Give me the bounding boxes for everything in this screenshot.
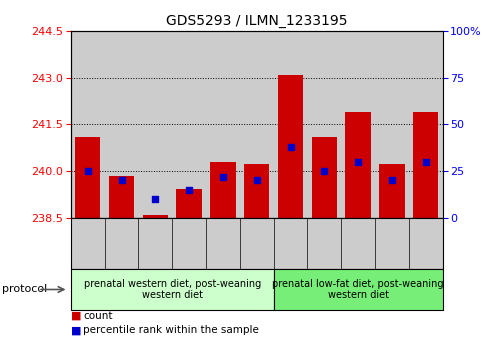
- Bar: [75, 138, 100, 218]
- Text: prenatal western diet, post-weaning
western diet: prenatal western diet, post-weaning west…: [83, 279, 261, 300]
- Bar: [239, 31, 273, 218]
- Bar: [273, 31, 307, 218]
- Bar: [205, 31, 239, 218]
- Bar: [277, 75, 303, 218]
- Text: percentile rank within the sample: percentile rank within the sample: [83, 325, 259, 335]
- Bar: [341, 31, 374, 218]
- Bar: [104, 31, 138, 218]
- Point: [387, 178, 395, 183]
- Point: [118, 178, 125, 183]
- Point: [219, 174, 226, 180]
- Bar: [142, 215, 168, 218]
- Text: ■: ■: [71, 325, 81, 335]
- Bar: [71, 31, 104, 218]
- Title: GDS5293 / ILMN_1233195: GDS5293 / ILMN_1233195: [165, 15, 347, 28]
- Bar: [345, 113, 370, 218]
- Bar: [172, 31, 205, 218]
- Text: protocol: protocol: [2, 285, 48, 294]
- Bar: [109, 176, 134, 218]
- Text: ■: ■: [71, 311, 81, 321]
- Bar: [408, 31, 442, 218]
- Point: [421, 159, 428, 164]
- Bar: [378, 164, 404, 218]
- Text: prenatal low-fat diet, post-weaning
western diet: prenatal low-fat diet, post-weaning west…: [272, 279, 443, 300]
- Bar: [138, 31, 172, 218]
- Bar: [244, 164, 269, 218]
- Point: [286, 144, 294, 150]
- Point: [185, 187, 193, 193]
- Bar: [412, 113, 437, 218]
- Bar: [311, 138, 336, 218]
- Bar: [307, 31, 341, 218]
- Point: [353, 159, 361, 164]
- Bar: [374, 31, 408, 218]
- Point: [252, 178, 260, 183]
- Point: [151, 196, 159, 202]
- Point: [84, 168, 92, 174]
- Text: count: count: [83, 311, 112, 321]
- Bar: [210, 162, 235, 218]
- Bar: [176, 189, 202, 218]
- Point: [320, 168, 327, 174]
